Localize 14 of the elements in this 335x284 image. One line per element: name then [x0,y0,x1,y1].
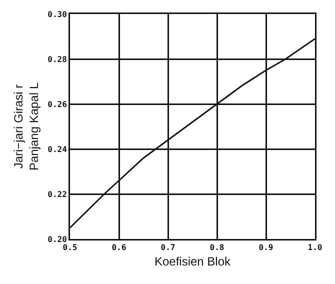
y-tick-label: 0.22 [48,190,68,199]
y-tick-label: 0.24 [48,144,68,154]
x-tick-label: 1.0 [308,243,322,252]
x-tick-label: 0.6 [112,243,126,252]
y-tick-label: 0.20 [48,234,68,244]
y-tick-label: 0.26 [48,100,68,109]
y-axis-title: Jari−jari Girasi r Panjang Kapal L [12,82,42,171]
x-axis-title: Koefisien Blok [154,254,232,269]
y-tick-label: 0.28 [48,54,68,64]
y-tick-label: 0.30 [48,10,68,19]
x-tick-label: 0.8 [210,243,224,252]
x-tick-label: 0.5 [62,243,78,252]
x-tick-label: 0.7 [160,243,176,252]
x-tick-label: 0.9 [258,243,274,252]
